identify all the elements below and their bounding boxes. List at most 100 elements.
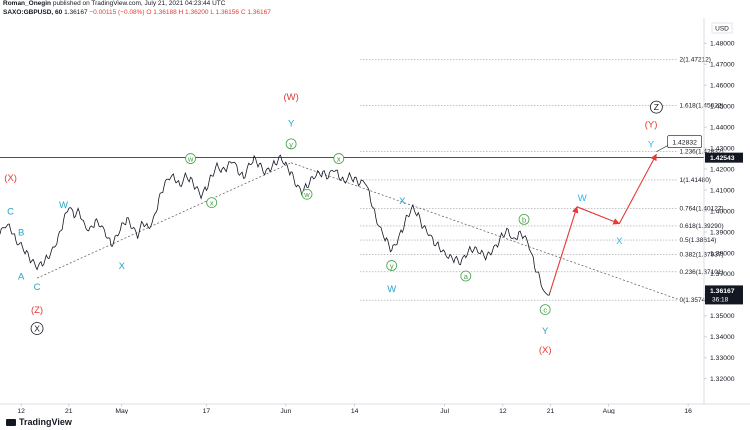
ohlc-close: C 1.36167 xyxy=(240,8,271,16)
projection-arrow xyxy=(576,206,620,225)
last-price-label: 1.36167 xyxy=(710,288,735,295)
time-tick-label: 14 xyxy=(351,408,359,414)
callout-leader xyxy=(656,145,668,152)
wave-label: W xyxy=(59,200,68,211)
fib-level-label: 0.5(1.38614) xyxy=(680,237,717,244)
wave-label: B xyxy=(18,227,24,238)
time-tick-label: Jun xyxy=(280,408,291,414)
last-price: 1.36167 xyxy=(64,8,88,16)
wave-label: X xyxy=(119,261,126,272)
wave-label: Y xyxy=(288,118,295,129)
time-tick-label: 21 xyxy=(547,408,555,414)
price-tick-label: 1.39000 xyxy=(710,229,735,236)
time-tick-label: 17 xyxy=(203,408,211,414)
time-tick-label: 12 xyxy=(17,408,25,414)
wave-label: w xyxy=(303,190,310,199)
price-tick-label: 1.38000 xyxy=(710,250,735,257)
price-axis: USD1.320001.330001.340001.350001.360001.… xyxy=(703,18,743,404)
fib-level-label: 1(1.41480) xyxy=(680,177,711,184)
time-tick-label: 12 xyxy=(499,408,507,414)
wave-label-circle xyxy=(301,188,313,200)
wave-label-circle xyxy=(30,322,44,335)
wave-label-circle xyxy=(386,260,398,271)
price-series xyxy=(0,154,551,296)
time-tick-label: 16 xyxy=(684,408,692,414)
wave-label: (X) xyxy=(4,173,17,184)
wave-label: Y xyxy=(542,326,549,337)
wave-label-circle xyxy=(460,270,472,282)
price-tick-label: 1.35000 xyxy=(710,313,735,320)
wave-label: b xyxy=(522,215,526,224)
wave-label-circle xyxy=(206,197,218,209)
trendlines xyxy=(36,162,678,300)
price-change: −0.00115 (−0.08%) xyxy=(89,8,145,16)
callout-label: 1.42832 xyxy=(672,140,697,147)
wave-label: c xyxy=(543,306,547,315)
footer: TradingView xyxy=(0,414,750,430)
time-tick-label: Jul xyxy=(440,408,449,414)
ohlc-low: L 1.36156 xyxy=(210,8,240,16)
price-tick-label: 1.43000 xyxy=(710,145,735,152)
price-tick-label: 1.37000 xyxy=(710,271,735,278)
tradingview-mark-icon xyxy=(6,418,16,426)
price-line xyxy=(0,154,551,296)
wave-label: X xyxy=(399,196,406,207)
countdown-label: 36:18 xyxy=(712,297,729,304)
tradingview-logo-text: TradingView xyxy=(19,417,72,427)
fib-level-label: 0(1.35748) xyxy=(680,297,711,304)
published-text: published on TradingView.com, July 21, 2… xyxy=(51,0,226,7)
last-price-tag xyxy=(705,285,743,305)
wave-label: C xyxy=(34,282,41,293)
projection-arrow xyxy=(618,153,657,224)
wave-label: a xyxy=(464,272,469,281)
publish-line: Roman_Onegin published on TradingView.co… xyxy=(3,0,563,9)
wave-label-circle xyxy=(539,304,551,315)
price-tick-label: 1.45000 xyxy=(710,103,735,110)
wave-label-circle xyxy=(333,153,345,164)
wave-label: W xyxy=(387,284,396,295)
ohlc-open: O 1.36188 xyxy=(146,8,177,16)
fib-level-label: 1.236(1.42832) xyxy=(680,149,724,156)
fib-level-label: 0.764(1.40127) xyxy=(680,205,724,212)
wave-label-circle xyxy=(649,100,663,114)
trendline xyxy=(36,162,292,279)
symbol-name: SAXO:GBPUSD, 60 xyxy=(3,8,63,16)
wave-label: W xyxy=(578,193,587,204)
wave-label: Y xyxy=(648,139,655,150)
fib-level-label: 0.618(1.39290) xyxy=(680,223,724,230)
wave-label: A xyxy=(18,272,25,283)
wave-label: y xyxy=(289,140,293,149)
wave-label-circle xyxy=(285,138,297,150)
wave-label: (Z) xyxy=(31,305,43,316)
chart-header: Roman_Onegin published on TradingView.co… xyxy=(3,0,563,20)
wave-label: (W) xyxy=(283,92,298,103)
level-tag xyxy=(705,152,743,163)
fib-level-label: 0.382(1.37937) xyxy=(680,251,724,258)
time-tick-label: 21 xyxy=(65,408,73,414)
projection-path xyxy=(549,153,657,291)
price-tick-label: 1.48000 xyxy=(710,40,735,47)
wave-label-circle xyxy=(185,153,196,164)
time-tick-label: Aug xyxy=(603,408,615,414)
currency-box xyxy=(711,22,733,34)
wave-label: (X) xyxy=(539,345,552,356)
symbol-line: SAXO:GBPUSD, 60 1.36167 −0.00115 (−0.08%… xyxy=(3,9,563,18)
fib-level-label: 2(1.47212) xyxy=(680,57,711,64)
price-chart[interactable]: 2(1.47212) 1.618(1.45022) 1.236(1.42832) 1(… xyxy=(0,18,750,414)
price-tick-label: 1.44000 xyxy=(710,124,735,131)
wave-label: w xyxy=(187,155,194,164)
wave-label: X xyxy=(616,236,623,247)
trendline xyxy=(291,162,678,300)
tradingview-logo[interactable]: TradingView xyxy=(6,417,72,427)
author-name[interactable]: Roman_Onegin xyxy=(3,0,52,7)
currency-label: USD xyxy=(715,26,729,33)
wave-label: x xyxy=(210,199,214,208)
callout-box xyxy=(667,135,702,148)
price-tick-label: 1.33000 xyxy=(710,355,735,362)
wave-label: (Y) xyxy=(645,119,658,130)
wave-label: X xyxy=(34,323,40,333)
fib-level-label: 0.236(1.37101) xyxy=(680,269,724,276)
price-tick-label: 1.40000 xyxy=(710,208,735,215)
wave-label: y xyxy=(390,262,394,271)
price-tick-label: 1.41000 xyxy=(710,187,735,194)
